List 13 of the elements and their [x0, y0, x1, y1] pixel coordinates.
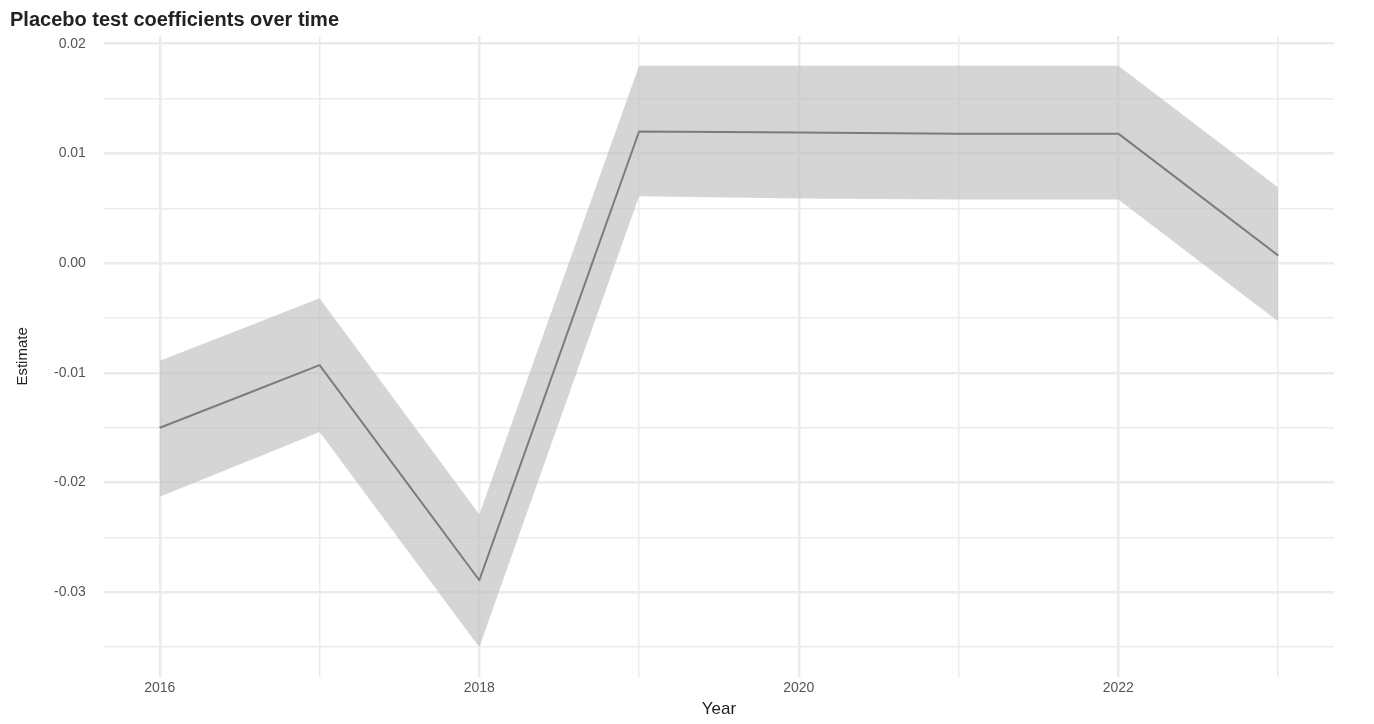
x-tick-label: 2020: [783, 679, 815, 696]
x-tick-label: 2016: [144, 679, 176, 696]
y-tick-label: -0.02: [53, 473, 87, 490]
y-axis-title: Estimate: [13, 327, 31, 386]
y-tick-label: 0.02: [58, 34, 87, 51]
y-tick-label: 0.00: [58, 253, 87, 270]
y-tick-label: -0.03: [53, 583, 87, 600]
x-tick-label: 2022: [1102, 679, 1135, 696]
x-tick-label: 2018: [463, 679, 496, 696]
chart-title: Placebo test coefficients over time: [10, 7, 340, 30]
y-tick-label: -0.01: [53, 363, 87, 380]
y-tick-label: 0.01: [58, 144, 87, 161]
x-axis-title: Year: [701, 699, 737, 719]
